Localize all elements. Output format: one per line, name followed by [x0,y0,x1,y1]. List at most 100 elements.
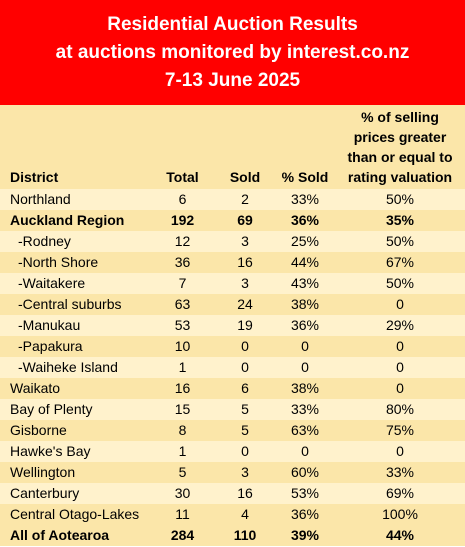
cell-rating: 67% [385,254,415,270]
cell-district: -Waiheke Island [18,359,118,375]
cell-pct-sold: 44% [290,254,320,270]
cell-district: -North Shore [18,254,99,270]
cell-sold: 16 [237,254,253,270]
header-total: Total [166,169,199,185]
cell-pct-sold: 25% [290,233,320,249]
table-body: Northland 6 2 33% 50% Auckland Region 192 69 36%… [0,189,465,546]
header-pct-sold: % Sold [281,169,329,185]
cell-pct-sold: 53% [290,485,320,501]
cell-sold: 5 [241,401,249,417]
cell-rating: 69% [385,485,415,501]
cell-sold: 2 [241,191,249,207]
table-row: -Waiheke Island 1 0 0 0 [0,357,465,378]
cell-rating: 50% [385,275,415,291]
cell-pct-sold: 38% [290,380,320,396]
cell-total: 284 [170,527,195,543]
table-row: -Waitakere 7 3 43% 50% [0,273,465,294]
cell-rating: 0 [396,380,404,396]
cell-rating: 50% [385,233,415,249]
table-header: District Total Sold % Sold % of selling … [0,105,465,189]
header-district: District [10,169,59,185]
cell-sold: 0 [241,338,249,354]
table-row: Auckland Region 192 69 36% 35% [0,210,465,231]
cell-district: Waikato [10,380,61,396]
cell-pct-sold: 36% [290,212,320,228]
cell-total: 16 [174,380,191,396]
cell-district: Bay of Plenty [10,401,93,417]
title-banner: Residential Auction Results at auctions … [0,0,465,105]
cell-pct-sold: 43% [290,275,320,291]
cell-district: Hawke's Bay [10,443,91,459]
cell-total: 8 [178,422,187,438]
table-row: -Central suburbs 63 24 38% 0 [0,294,465,315]
cell-pct-sold: 36% [290,317,320,333]
cell-sold: 69 [237,212,253,228]
cell-total: 192 [170,212,195,228]
cell-rating: 0 [396,443,404,459]
cell-rating: 33% [385,464,415,480]
cell-total: 10 [174,338,191,354]
cell-rating: 29% [385,317,415,333]
cell-pct-sold: 36% [290,506,320,522]
cell-district: -Central suburbs [18,296,122,312]
cell-total: 6 [178,191,187,207]
table-row: All of Aotearoa 284 110 39% 44% [0,525,465,546]
table-row: Central Otago-Lakes 11 4 36% 100% [0,504,465,525]
cell-sold: 16 [237,485,253,501]
cell-total: 1 [178,359,187,375]
cell-pct-sold: 0 [301,443,309,459]
cell-rating: 35% [385,212,415,228]
table-row: Northland 6 2 33% 50% [0,189,465,210]
cell-rating: 0 [396,296,404,312]
table-row: Waikato 16 6 38% 0 [0,378,465,399]
cell-rating: 80% [385,401,415,417]
cell-sold: 24 [237,296,253,312]
table-row: Hawke's Bay 1 0 0 0 [0,441,465,462]
cell-total: 5 [178,464,187,480]
cell-rating: 0 [396,359,404,375]
cell-sold: 6 [241,380,249,396]
cell-sold: 19 [237,317,253,333]
cell-district: -Rodney [18,233,71,249]
cell-total: 63 [174,296,191,312]
cell-sold: 3 [241,233,249,249]
cell-district: All of Aotearoa [10,527,110,543]
cell-sold: 0 [241,443,249,459]
banner-title: Residential Auction Results [107,13,358,35]
cell-district: Wellington [10,464,76,480]
cell-pct-sold: 39% [290,527,320,543]
cell-rating: 50% [385,191,415,207]
cell-district: -Manukau [18,317,81,333]
table-row: -Papakura 10 0 0 0 [0,336,465,357]
cell-district: -Waitakere [18,275,86,291]
cell-sold: 110 [233,527,257,543]
cell-pct-sold: 33% [290,401,320,417]
cell-total: 7 [178,275,187,291]
cell-total: 12 [174,233,191,249]
cell-district: Auckland Region [10,212,125,228]
table-row: -Manukau 53 19 36% 29% [0,315,465,336]
cell-pct-sold: 63% [290,422,320,438]
cell-total: 15 [174,401,191,417]
table-row: Canterbury 30 16 53% 69% [0,483,465,504]
cell-rating: 75% [385,422,415,438]
cell-rating: 100% [382,506,418,522]
cell-district: Gisborne [10,422,67,438]
header-rating-valuation: % of selling prices greater than or equa… [347,109,453,185]
cell-sold: 3 [241,275,249,291]
cell-district: Canterbury [10,485,80,501]
table-row: Gisborne 8 5 63% 75% [0,420,465,441]
table-row: -Rodney 12 3 25% 50% [0,231,465,252]
cell-district: -Papakura [18,338,83,354]
header-sold: Sold [229,169,261,185]
table-row: Wellington 5 3 60% 33% [0,462,465,483]
cell-sold: 0 [241,359,249,375]
cell-total: 36 [174,254,191,270]
cell-pct-sold: 0 [301,359,309,375]
cell-total: 11 [175,506,190,522]
header-row: District Total Sold % Sold % of selling … [0,105,465,189]
cell-pct-sold: 60% [290,464,320,480]
cell-total: 53 [174,317,191,333]
cell-pct-sold: 38% [290,296,320,312]
